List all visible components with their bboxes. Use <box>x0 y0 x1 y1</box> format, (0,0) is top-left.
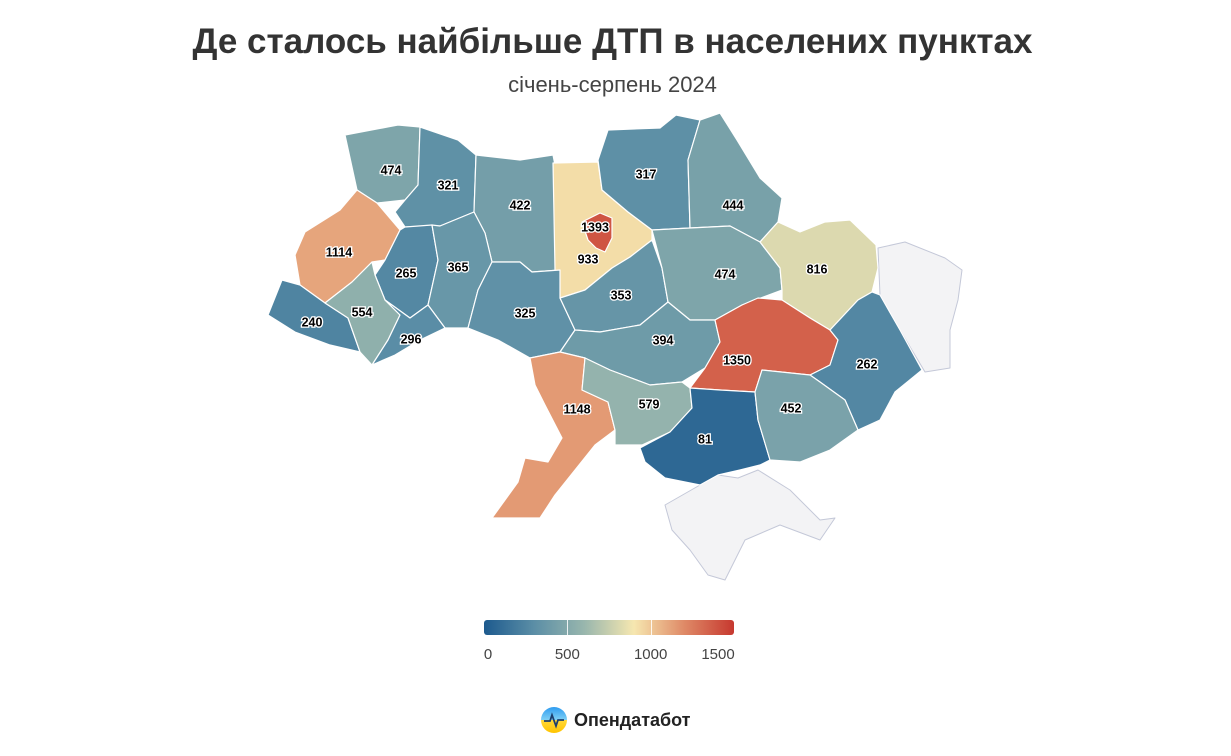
region-poltava <box>651 225 783 321</box>
legend-tick-label: 0 <box>483 646 493 663</box>
region-value-label-chernivtsi: 296 <box>401 332 422 346</box>
legend-tick-label: 500 <box>554 646 580 663</box>
region-value-label-ivano-frankivsk: 554 <box>352 305 373 319</box>
region-chernivtsi <box>371 299 446 366</box>
region-value-label-vinnytsia: 325 <box>515 306 536 320</box>
region-value-label-rivne: 321 <box>438 178 459 192</box>
region-value-label-odesa: 1148 <box>563 402 590 416</box>
region-value-label-dnipropetrovsk: 1350 <box>723 353 751 367</box>
region-value-label-zakarpattia: 240 <box>302 315 323 329</box>
region-value-label-chernihiv: 317 <box>636 167 657 181</box>
region-value-label-kyiv-oblast: 933 <box>578 252 599 266</box>
region-value-label-kharkiv: 816 <box>807 262 828 276</box>
region-value-label-zhytomyr: 422 <box>510 198 531 212</box>
legend-tick-mark <box>650 620 652 635</box>
region-donetsk <box>809 291 923 431</box>
region-value-labels: 474 321 422 933 1393 317 444 1114 265 365 325 353 47… <box>300 162 879 448</box>
region-value-label-cherkasy: 353 <box>611 288 632 302</box>
region-value-label-khmelnytskyi: 365 <box>448 260 469 274</box>
region-value-label-mykolaiv: 579 <box>639 397 660 411</box>
region-value-label-kirovohrad: 394 <box>653 333 674 347</box>
legend-tick-label: 1500 <box>701 646 735 663</box>
region-zaporizhzhia <box>754 369 859 463</box>
opendatabot-logo-icon <box>541 707 567 733</box>
region-kyiv-city <box>581 212 613 253</box>
region-value-label-lviv: 1114 <box>326 245 352 259</box>
region-lviv <box>294 189 401 304</box>
legend-tick-mark <box>567 620 569 635</box>
legend-tick-label: 1000 <box>633 646 668 663</box>
region-value-label-kherson: 81 <box>698 432 712 446</box>
map-subtitle: січень-серпень 2024 <box>508 72 717 97</box>
region-value-label-poltava: 474 <box>715 267 736 281</box>
brand-name: Опендатабот <box>574 709 691 730</box>
region-value-label-ternopil: 265 <box>396 266 417 280</box>
region-value-label-zaporizhzhia: 452 <box>781 401 802 415</box>
region-crimea <box>664 469 836 581</box>
region-sumy <box>687 112 783 243</box>
region-value-label-volyn: 474 <box>381 163 402 177</box>
region-value-label-sumy: 444 <box>723 198 744 212</box>
region-value-label-kyiv-city: 1393 <box>581 220 609 234</box>
ukraine-choropleth-map: 474 321 422 933 1393 317 444 1114 265 365 325 353 47… <box>267 112 963 581</box>
brand-footer: Опендатабот <box>540 705 691 735</box>
color-scale-legend <box>484 620 734 635</box>
region-value-label-donetsk: 262 <box>857 357 878 371</box>
map-title: Де сталось найбільше ДТП в населених пун… <box>192 22 1033 61</box>
